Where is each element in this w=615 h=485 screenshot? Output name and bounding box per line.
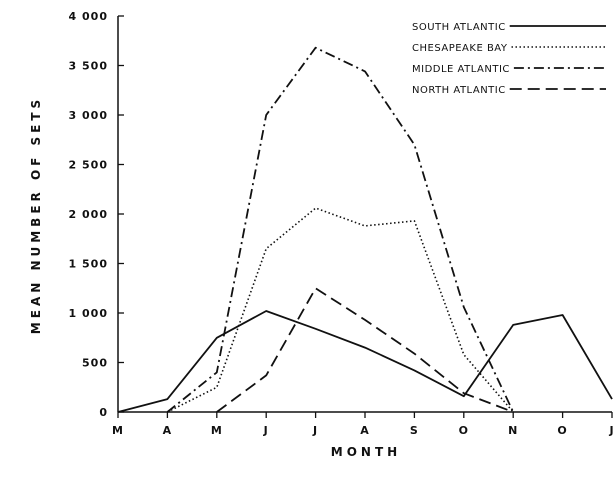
series-south-atlantic	[117, 310, 613, 413]
y-axis: 0 500 1 000 1 500 2 000 2 500 3 000 3 500 4 000	[69, 10, 124, 419]
series-lines	[117, 46, 613, 413]
x-tick-label: S	[410, 424, 419, 437]
y-tick-label: 2 000	[69, 208, 108, 221]
series-middle-atlantic	[166, 46, 515, 413]
x-tick-label: J	[608, 424, 614, 437]
y-tick-label: 500	[82, 357, 108, 370]
legend: SOUTH ATLANTIC CHESAPEAKE BAY MIDDLE ATLAN…	[412, 22, 606, 96]
y-tick-label: 3 500	[69, 60, 108, 73]
plot-frame	[117, 16, 612, 413]
legend-label: SOUTH ATLANTIC	[412, 22, 506, 33]
y-tick-label: 3 000	[69, 109, 108, 122]
x-tick-label: O	[557, 424, 567, 437]
series-north-atlantic	[216, 287, 514, 413]
x-axis-title: MONTH	[331, 445, 401, 459]
x-tick-label: N	[508, 424, 518, 437]
x-tick-label: M	[211, 424, 223, 437]
legend-label: CHESAPEAKE BAY	[412, 43, 508, 54]
y-tick-label: 0	[99, 406, 108, 419]
y-tick-label: 1 000	[69, 307, 108, 320]
y-tick-label: 4 000	[69, 10, 108, 23]
y-tick-label: 2 500	[69, 159, 108, 172]
x-tick-label: J	[312, 424, 318, 437]
x-tick-label: A	[360, 424, 370, 437]
legend-label: MIDDLE ATLANTIC	[412, 64, 510, 75]
x-tick-label: J	[263, 424, 269, 437]
legend-label: NORTH ATLANTIC	[412, 85, 506, 96]
x-tick-label: A	[163, 424, 173, 437]
y-axis-title: MEAN NUMBER OF SETS	[29, 96, 43, 334]
series-chesapeake-bay	[167, 207, 514, 413]
x-tick-label: M	[112, 424, 124, 437]
x-tick-label: O	[459, 424, 469, 437]
y-tick-label: 1 500	[69, 258, 108, 271]
